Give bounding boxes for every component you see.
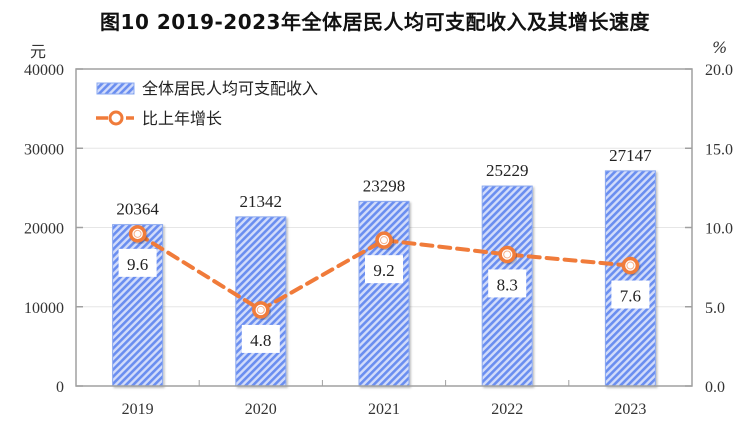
x-axis-tick-label: 2019 [122, 401, 154, 418]
data-labels: 20364 21342 23298 25229 27147 9.6 4.8 9.2 8.3 7.6 [116, 146, 652, 353]
right-axis-tick-label: 5.0 [705, 300, 725, 317]
left-axis-tick-label: 10000 [24, 300, 64, 317]
growth-value-label: 4.8 [250, 331, 271, 350]
growth-value-label: 9.6 [127, 255, 148, 274]
x-axis-tick-label: 2020 [245, 401, 277, 418]
axes: 0 10000 20000 30000 40000 0.0 5.0 10.0 15.0 20.0 2… [24, 62, 733, 418]
right-axis-unit: % [712, 38, 728, 57]
bar-value-label: 20364 [116, 200, 159, 219]
right-axis-tick-label: 10.0 [705, 221, 733, 238]
legend-bar-label: 全体居民人均可支配收入 [142, 79, 318, 98]
x-axis-tick-label: 2023 [614, 401, 646, 418]
x-axis-tick-label: 2022 [491, 401, 523, 418]
bar-value-label: 23298 [363, 176, 406, 195]
legend-bar-swatch [96, 82, 135, 95]
bar-2021 [358, 200, 410, 387]
chart-title: 图10 2019-2023年全体居民人均可支配收入及其增长速度 [100, 10, 650, 34]
growth-value-label: 7.6 [620, 287, 641, 306]
legend: 全体居民人均可支配收入 比上年增长 [96, 79, 318, 128]
right-axis-tick-label: 15.0 [705, 141, 733, 158]
left-axis-unit: 元 [30, 42, 47, 61]
legend-marker-icon [108, 110, 124, 126]
bar-2019 [112, 224, 164, 387]
left-axis-tick-label: 20000 [24, 221, 64, 238]
bar-2023 [604, 170, 656, 387]
right-axis-tick-label: 20.0 [705, 62, 733, 79]
right-axis-tick-label: 0.0 [705, 379, 725, 396]
bar-value-label: 25229 [486, 161, 529, 180]
legend-line-label: 比上年增长 [142, 109, 222, 128]
x-axis-tick-label: 2021 [368, 401, 400, 418]
left-axis-tick-label: 40000 [24, 62, 64, 79]
left-axis-tick-label: 30000 [24, 141, 64, 158]
growth-value-label: 8.3 [497, 275, 518, 294]
bar-value-label: 21342 [240, 192, 283, 211]
line-series [128, 225, 640, 319]
growth-value-label: 9.2 [373, 261, 394, 280]
left-axis-tick-label: 0 [56, 379, 64, 396]
bar-value-label: 27147 [609, 146, 652, 165]
